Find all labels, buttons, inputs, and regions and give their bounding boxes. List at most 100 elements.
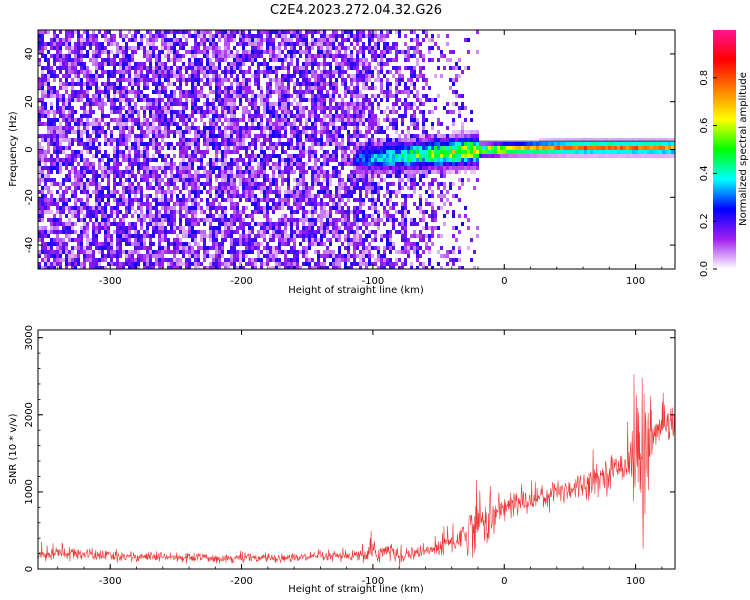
spectrogram-cell — [128, 166, 131, 170]
spectrogram-cell — [206, 170, 209, 174]
spectrogram-cell — [59, 46, 62, 50]
spectrogram-cell — [158, 218, 161, 222]
spectrogram-cell — [221, 198, 224, 202]
spectrogram-cell — [164, 206, 167, 210]
spectrogram-cell — [353, 162, 356, 166]
spectrogram-cell — [290, 34, 293, 38]
spectrogram-cell — [266, 250, 269, 254]
spectrogram-cell — [221, 182, 224, 186]
spectrogram-cell — [287, 110, 290, 114]
spectrogram-cell — [68, 30, 71, 34]
spectrogram-cell — [359, 90, 362, 94]
spectrogram-cell — [191, 162, 194, 166]
spectrogram-cell — [266, 158, 269, 162]
spectrogram-cell — [146, 154, 149, 158]
spectrogram-cell — [74, 206, 77, 210]
spectrogram-cell — [95, 230, 98, 234]
spectrogram-cell — [320, 30, 323, 34]
spectrogram-cell — [272, 182, 275, 186]
spectrogram-cell — [167, 238, 170, 242]
spectrogram-cell — [194, 78, 197, 82]
spectrogram-cell — [248, 146, 251, 150]
spectrogram-cell — [290, 138, 293, 142]
spectrogram-cell — [245, 246, 248, 250]
spectrogram-cell — [164, 34, 167, 38]
spectrogram-cell — [287, 186, 290, 190]
spectrogram-cell — [110, 170, 113, 174]
spectrogram-cell — [128, 158, 131, 162]
spectrogram-cell — [329, 198, 332, 202]
spectrogram-cell — [185, 142, 188, 146]
spectrogram-cell — [353, 58, 356, 62]
spectrogram-cell — [122, 250, 125, 254]
spectrogram-cell — [74, 58, 77, 62]
spectrogram-cell — [161, 262, 164, 266]
spectrogram-cell — [134, 162, 137, 166]
spectrogram-cell — [230, 226, 233, 230]
spectrogram-cell — [140, 222, 143, 226]
spectrogram-cell — [146, 194, 149, 198]
spectrogram-cell — [242, 30, 245, 34]
spectrogram-cell — [212, 78, 215, 82]
spectrogram-cell — [260, 94, 263, 98]
spectrogram-cell — [203, 70, 206, 74]
spectrogram-cell — [275, 230, 278, 234]
spectrogram-cell — [275, 190, 278, 194]
spectrogram-cell — [308, 234, 311, 238]
spectrogram-cell — [209, 222, 212, 226]
spectrogram-cell — [113, 58, 116, 62]
spectrogram-cell — [77, 46, 80, 50]
spectrogram-cell — [206, 214, 209, 218]
spectrogram-cell — [80, 142, 83, 146]
spectrogram-cell — [113, 102, 116, 106]
spectrogram-cell — [323, 190, 326, 194]
spectrogram-cell — [62, 198, 65, 202]
spectrogram-cell — [350, 262, 353, 266]
spectrogram-cell — [170, 30, 173, 34]
spectrogram-cell — [167, 154, 170, 158]
spectrogram-cell — [332, 130, 335, 134]
spectrogram-cell — [86, 90, 89, 94]
spectrogram-cell — [257, 154, 260, 158]
spectrogram-cell — [107, 174, 110, 178]
spectrogram-cell — [56, 146, 59, 150]
spectrogram-cell — [188, 226, 191, 230]
spectrogram-cell — [98, 130, 101, 134]
spectrogram-cell — [317, 138, 320, 142]
spectrogram-cell — [80, 114, 83, 118]
spectrogram-cell — [278, 198, 281, 202]
spectrogram-cell — [254, 234, 257, 238]
spectrogram-cell — [116, 166, 119, 170]
spectrogram-cell — [200, 70, 203, 74]
spectrogram-cell — [242, 142, 245, 146]
spectrogram-cell — [248, 126, 251, 130]
spectrogram-cell — [197, 46, 200, 50]
spectrogram-cell — [68, 42, 71, 46]
spectrogram-cell — [152, 174, 155, 178]
spectrogram-cell — [251, 50, 254, 54]
spectrogram-cell — [113, 250, 116, 254]
spectrogram-cell — [149, 166, 152, 170]
spectrogram-cell — [107, 122, 110, 126]
spectrogram-cell — [113, 186, 116, 190]
spectrogram-cell — [272, 154, 275, 158]
spectrogram-cell — [155, 146, 158, 150]
spectrogram-cell — [332, 54, 335, 58]
spectrogram-cell — [266, 102, 269, 106]
spectrogram-cell — [311, 146, 314, 150]
spectrogram-cell — [161, 146, 164, 150]
spectrogram-cell — [185, 222, 188, 226]
spectrogram-cell — [125, 242, 128, 246]
spectrogram-cell — [323, 30, 326, 34]
spectrogram-cell — [227, 250, 230, 254]
spectrogram-cell — [329, 190, 332, 194]
spectrogram-cell — [92, 238, 95, 242]
spectrogram-cell — [287, 202, 290, 206]
spectrogram-cell — [137, 154, 140, 158]
spectrogram-cell — [215, 254, 218, 258]
spectrogram-cell — [251, 62, 254, 66]
spectrogram-cell — [266, 82, 269, 86]
spectrogram-cell — [314, 122, 317, 126]
spectrogram-cell — [308, 186, 311, 190]
spectrogram-cell — [176, 110, 179, 114]
